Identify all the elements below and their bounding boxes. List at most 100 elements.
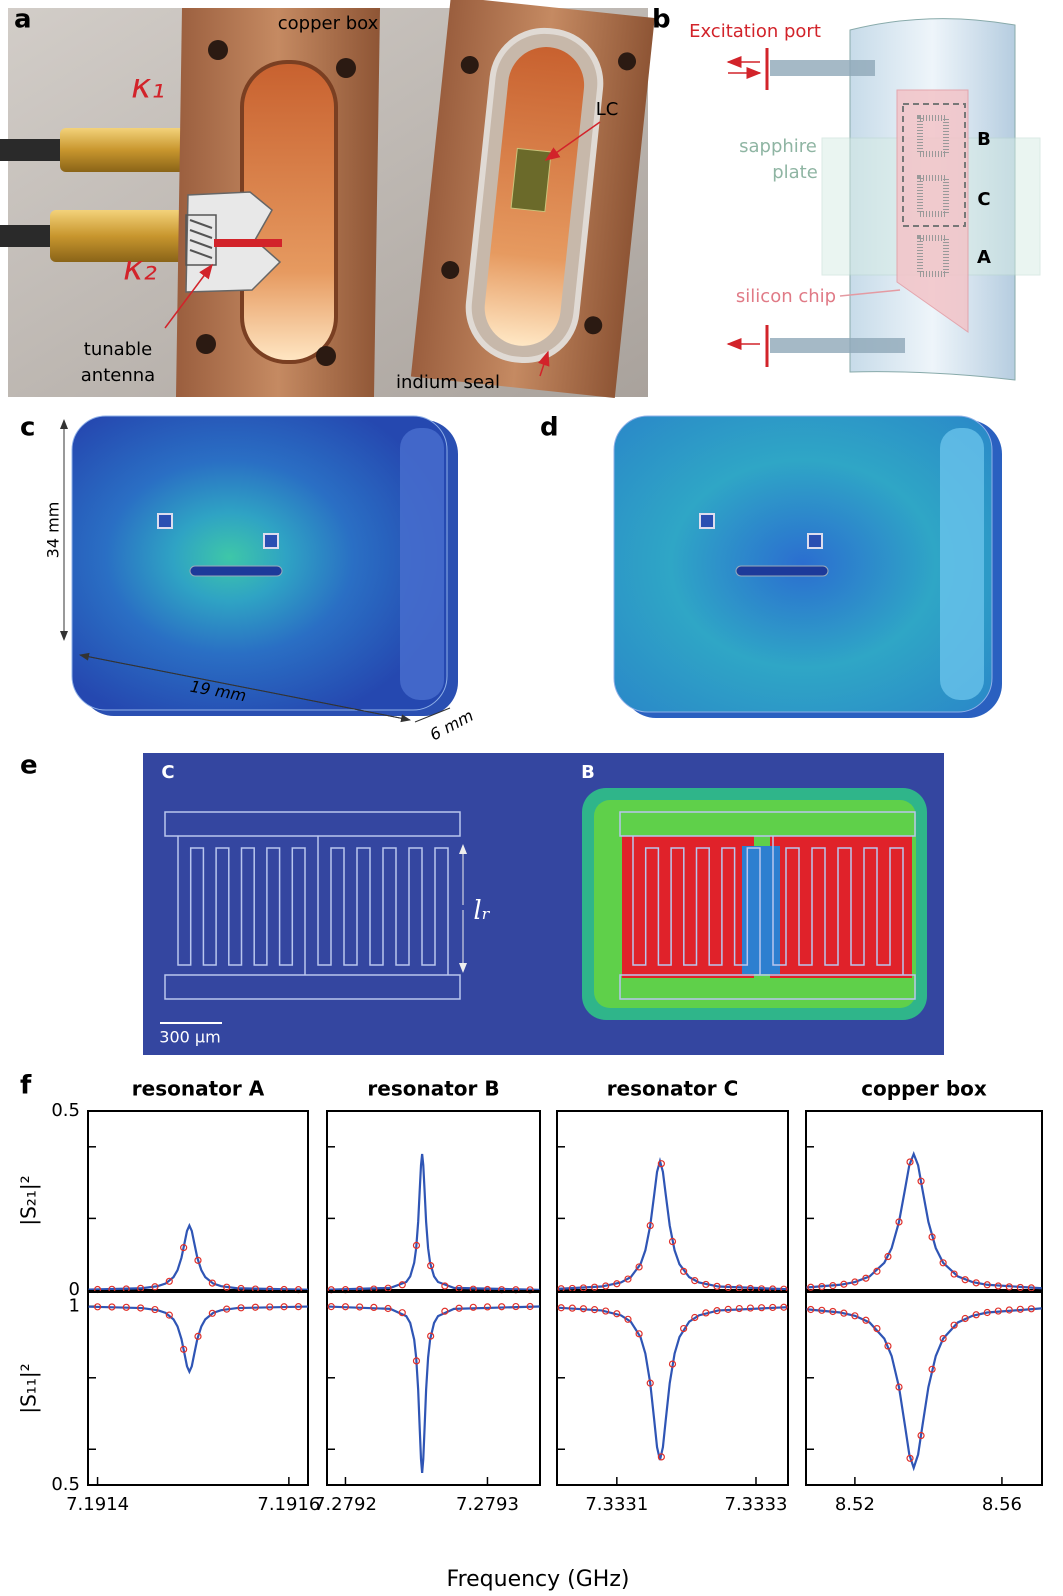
data-point [862,1274,870,1282]
data-point [151,1283,159,1291]
panel-title: resonator B [367,1077,499,1101]
data-point [455,1304,463,1312]
data-point [961,1276,969,1284]
data-point [646,1221,654,1230]
data-point [512,1302,520,1311]
data-point [983,1281,991,1289]
data-point [180,1345,188,1353]
frame [805,1291,1043,1486]
data-point [928,1365,936,1373]
data-point [972,1279,980,1287]
data-point [602,1282,610,1290]
label: plate [772,162,818,183]
data-point [398,1309,406,1317]
data-point [884,1252,892,1261]
subplot: 7.3331 7.3333 [556,1291,789,1515]
data-point [93,1303,102,1311]
data-point [441,1282,449,1290]
x-axis-label: Frequency (GHz) [447,1567,630,1592]
data-point [237,1304,245,1312]
panel-title: resonator A [132,1077,265,1101]
frame [87,1291,309,1486]
data-point [1005,1283,1013,1291]
data-point [972,1311,980,1319]
data-point [280,1303,288,1311]
data-point [194,1332,202,1340]
data-point [165,1277,173,1285]
data-point [994,1307,1002,1315]
frame [326,1291,541,1486]
label: 300 μm [159,1028,220,1047]
data-point [208,1279,216,1287]
data-point [668,1360,677,1368]
label: κ₁ [131,67,165,107]
data-point [657,1453,665,1461]
panel-label: e [20,751,38,781]
data-point [370,1303,378,1312]
data-point [469,1303,477,1311]
data-point [356,1303,364,1311]
data-point [928,1233,936,1241]
simulation-d [613,415,1002,718]
data-point [939,1335,947,1343]
fit-line [327,1153,540,1290]
data-point [1005,1306,1013,1314]
data-point [483,1303,492,1311]
fit-line [88,1305,308,1375]
data-point [657,1160,665,1168]
frame [556,1110,789,1291]
data-point [895,1383,903,1391]
label: sapphire [739,136,817,157]
data-point [223,1283,231,1291]
label: LC [596,99,619,120]
meander [177,836,449,975]
panel-label: f [20,1071,32,1101]
data-point [1016,1283,1024,1292]
label: antenna [81,365,155,386]
panel-label: d [540,413,559,443]
subplot: 00.5 [51,1100,309,1300]
data-point [384,1304,392,1313]
fit-line [806,1150,1042,1290]
data-point [1027,1284,1035,1292]
subplot: 8.52 8.56 [805,1291,1043,1515]
label: copper box [278,13,379,34]
label: 34 mm [44,502,63,559]
simulation-c [60,415,458,723]
label: indium seal [396,372,500,393]
data-point [884,1342,892,1350]
data-point [702,1309,710,1317]
x-tick-label: 7.1916 [257,1494,320,1515]
data-point [713,1307,721,1315]
data-point [151,1305,159,1314]
label: Excitation port [689,21,821,42]
fit-line [88,1222,308,1290]
frame [87,1110,309,1291]
label: B [977,129,991,150]
panel-label: c [20,413,35,443]
simulation-e [143,753,944,1055]
y-tick-label: 0.5 [51,1474,80,1495]
data-point [713,1282,721,1290]
data-point [341,1303,350,1311]
data-point [635,1330,643,1338]
data-point [691,1277,699,1285]
data-point [939,1259,947,1267]
data-point [327,1303,335,1311]
data-point [412,1241,421,1249]
label: κ₂ [123,249,157,289]
y-tick-label: 1 [69,1295,80,1316]
panel-title: resonator C [607,1077,739,1101]
label: C [977,189,990,210]
data-point [691,1313,699,1322]
x-tick-label: 7.3333 [725,1494,788,1515]
data-point [746,1304,755,1312]
y-tick-label: 0.5 [51,1100,80,1121]
data-point [208,1309,216,1317]
data-point [646,1379,654,1387]
frame [805,1110,1043,1291]
data-point [851,1312,859,1320]
data-point [917,1177,925,1185]
data-point [895,1218,903,1226]
